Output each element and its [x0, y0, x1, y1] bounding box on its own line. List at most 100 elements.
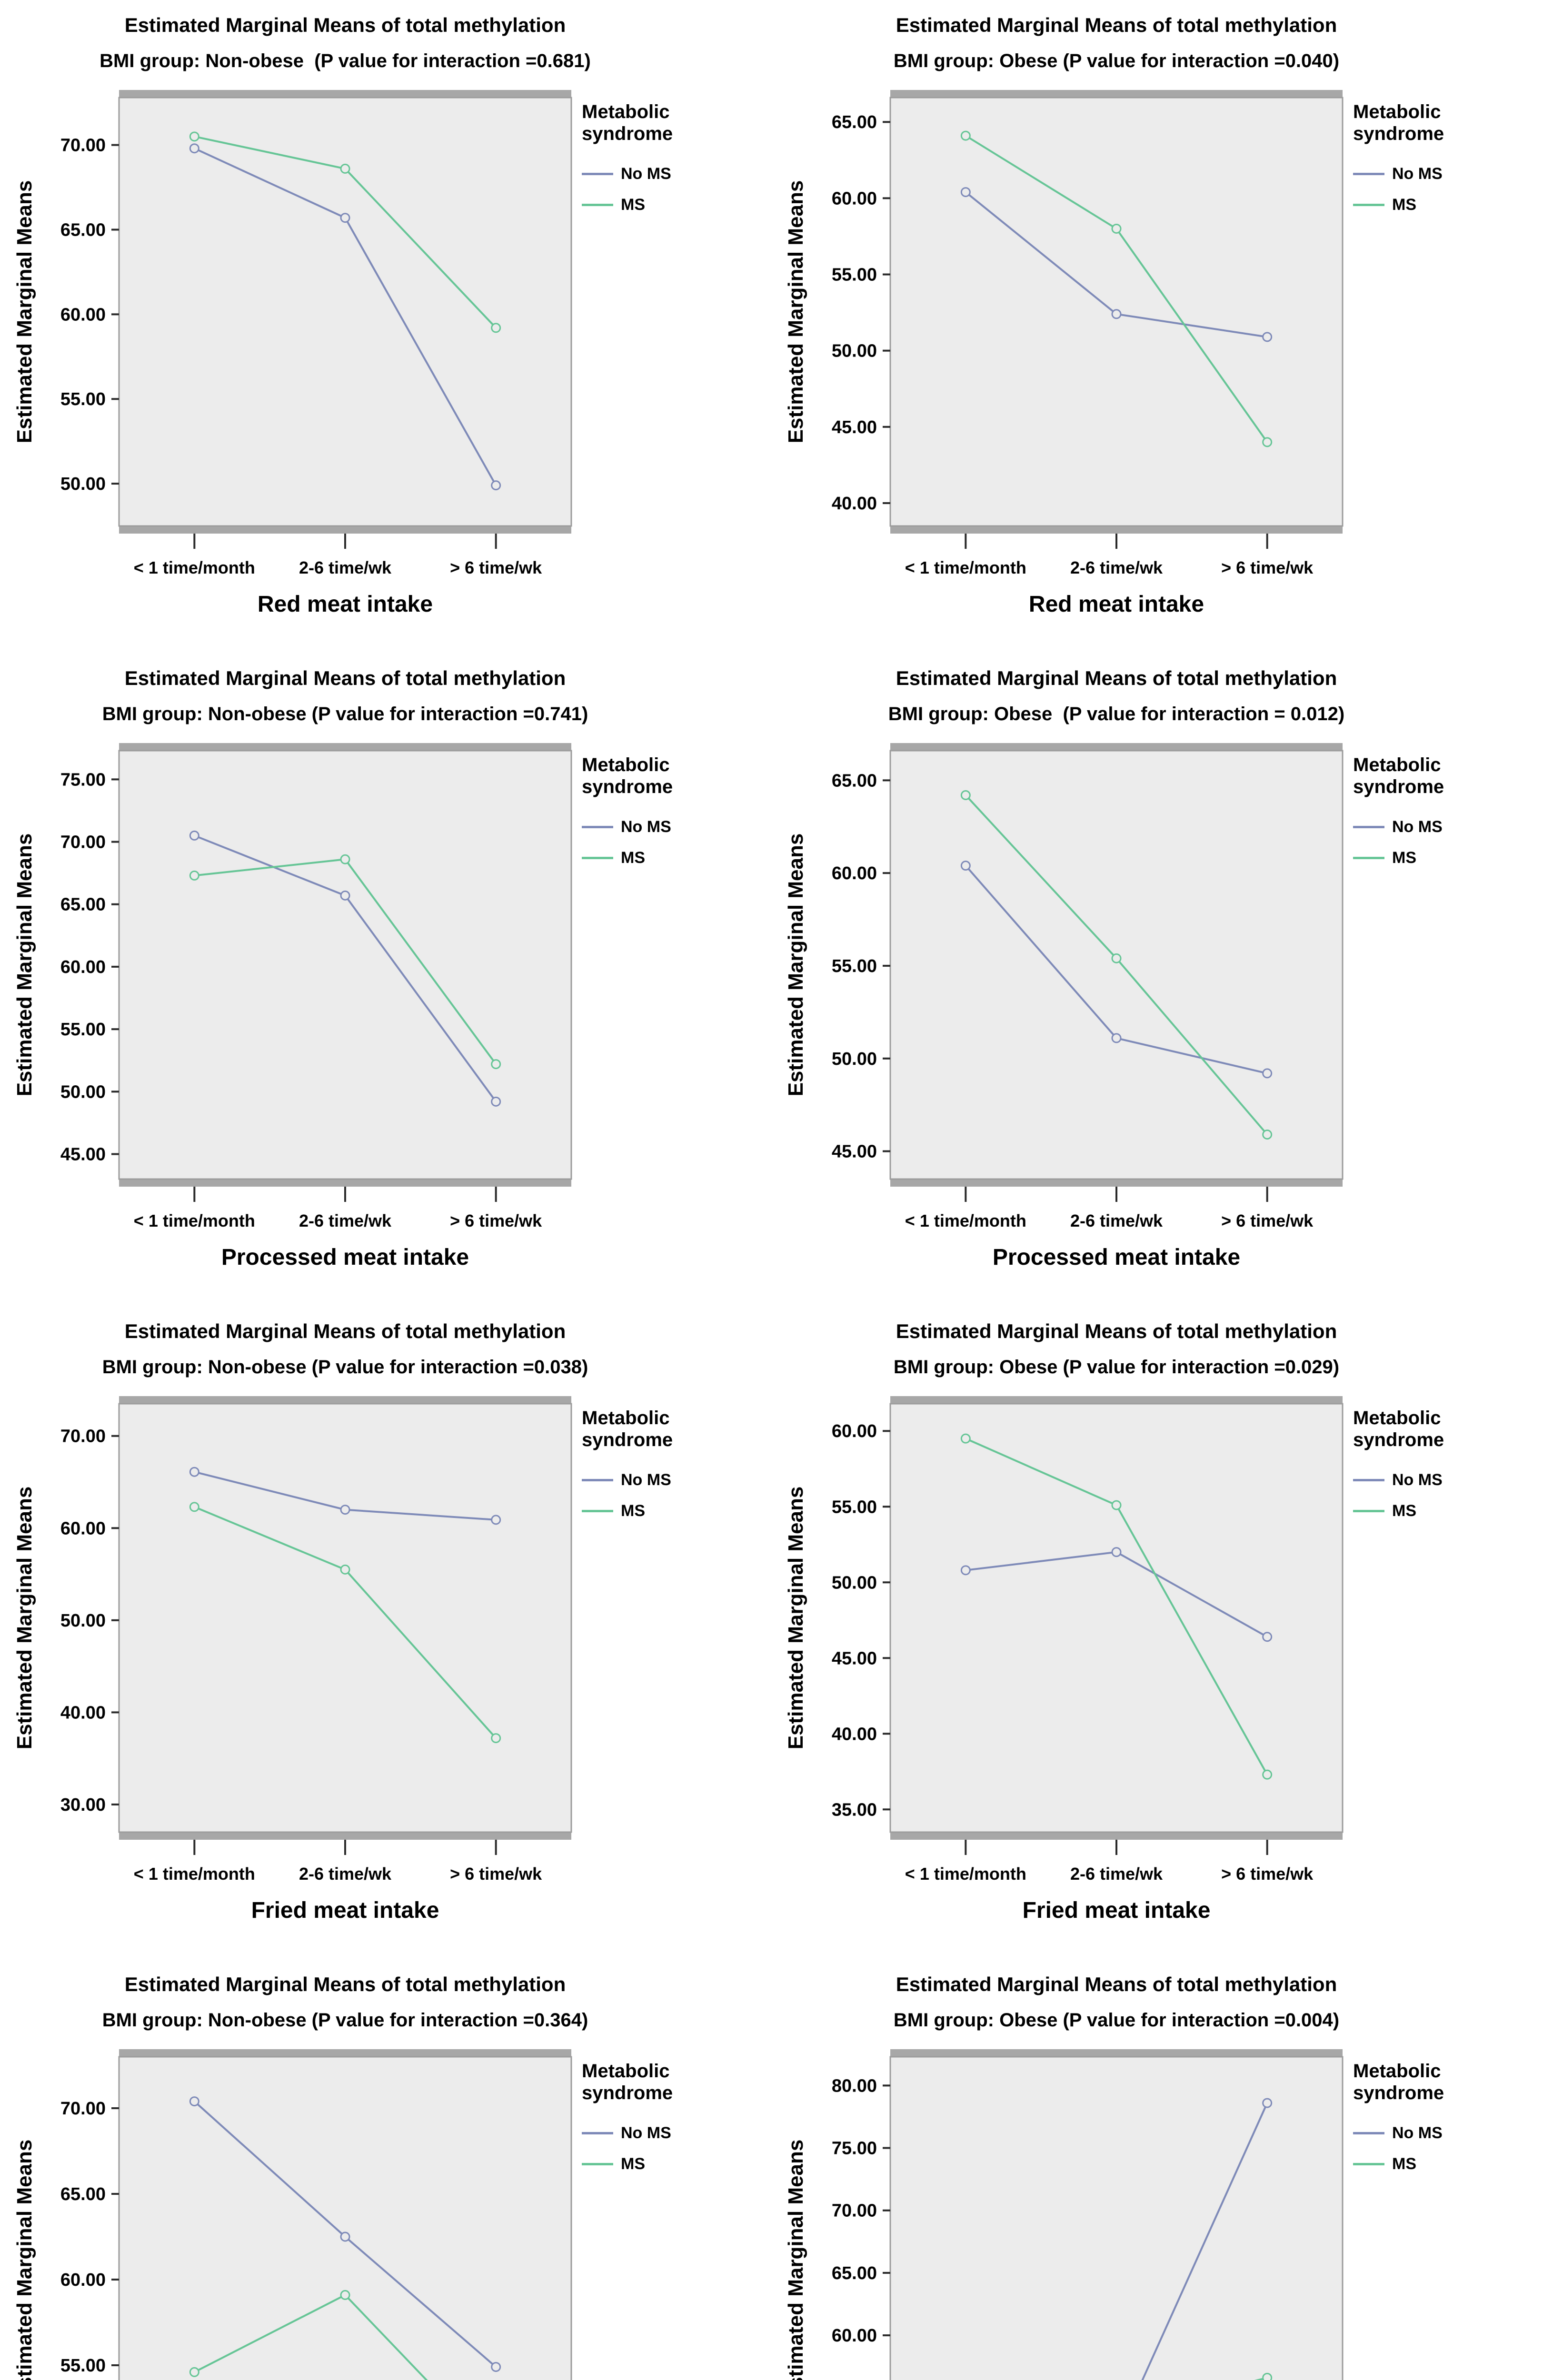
- plot-frame: [118, 2056, 572, 2380]
- data-point-marker: [491, 1096, 501, 1107]
- data-point-marker: [1111, 1547, 1122, 1557]
- y-tick-label: 75.00: [832, 2139, 877, 2159]
- y-tick-label: 55.00: [832, 1497, 877, 1517]
- plot-frame-bottom-bevel: [890, 1832, 1343, 1840]
- legend-title: Metabolic syndrome: [1353, 1408, 1444, 1450]
- plot-frame: [118, 750, 572, 1180]
- x-tick-label: 2-6 time/wk: [1070, 1211, 1163, 1230]
- plot-frame-top-bevel: [890, 743, 1343, 751]
- legend-item-no-ms: No MS: [582, 2124, 770, 2142]
- plot-frame-bottom-bevel: [119, 1179, 571, 1187]
- x-tick-label: 2-6 time/wk: [299, 1211, 392, 1230]
- chart-fried-meat-obese: Estimated Marginal Means of total methyl…: [771, 1306, 1543, 1959]
- data-point-marker: [960, 130, 971, 141]
- y-axis-title: Estimated Marginal Means: [784, 180, 807, 444]
- legend-title: Metabolic syndrome: [582, 101, 673, 144]
- no-ms-line-swatch: [1353, 826, 1384, 828]
- y-tick-label: 65.00: [60, 220, 106, 240]
- data-point-marker: [1262, 437, 1273, 447]
- y-tick-label: 55.00: [832, 265, 877, 285]
- y-tick-label: 50.00: [832, 1049, 877, 1069]
- plot-frame: [889, 750, 1344, 1180]
- plot-area: 35.00 40.00 45.00 50.00 55.00 60.00 < 1 time/m…: [784, 1396, 1344, 1884]
- data-point-marker: [1262, 1068, 1273, 1079]
- x-tick-label: 2-6 time/wk: [1070, 1864, 1163, 1884]
- data-point-marker: [340, 1564, 350, 1575]
- data-point-marker: [340, 854, 350, 864]
- x-axis-title: Processed meat intake: [221, 1245, 469, 1270]
- data-point-marker: [960, 187, 971, 198]
- data-point-marker: [1262, 1769, 1273, 1780]
- chart-subtitle: BMI group: Obese (P value for interactio…: [888, 704, 1345, 724]
- plot-frame-top-bevel: [890, 90, 1343, 98]
- legend-label: MS: [621, 1502, 645, 1520]
- data-point-marker: [340, 890, 350, 901]
- legend-label: No MS: [1392, 2124, 1443, 2142]
- plot-frame-top-bevel: [119, 743, 571, 751]
- y-tick-label: 70.00: [60, 136, 106, 156]
- y-tick-label: 65.00: [60, 895, 106, 915]
- legend-label: MS: [1392, 1502, 1416, 1520]
- legend-label: MS: [1392, 196, 1416, 214]
- chart-fish-obese: Estimated Marginal Means of total methyl…: [771, 1959, 1543, 2380]
- chart-title: Estimated Marginal Means of total methyl…: [896, 14, 1337, 36]
- plot-area: 40.00 45.00 50.00 55.00 60.00 65.00 < 1 time/m…: [784, 90, 1344, 577]
- y-tick-label: 50.00: [60, 1611, 106, 1631]
- chart-title: Estimated Marginal Means of total methyl…: [896, 1320, 1337, 1342]
- legend-item-no-ms: No MS: [582, 165, 770, 183]
- y-tick-label: 60.00: [60, 1518, 106, 1538]
- data-point-marker: [340, 213, 350, 223]
- data-point-marker: [189, 1502, 199, 1512]
- chart-subtitle: BMI group: Non-obese (P value for intera…: [102, 704, 588, 724]
- plot-frame-bottom-bevel: [119, 526, 571, 534]
- chart-fish-non-obese: Estimated Marginal Means of total methyl…: [0, 1959, 771, 2380]
- y-tick-label: 55.00: [60, 389, 106, 409]
- y-tick-label: 60.00: [832, 1421, 877, 1441]
- data-point-marker: [1111, 223, 1122, 234]
- legend-label: No MS: [1392, 818, 1443, 836]
- data-point-marker: [1262, 332, 1273, 342]
- no-ms-line-swatch: [582, 826, 613, 828]
- data-point-marker: [491, 1515, 501, 1525]
- chart-processed-meat-obese: Estimated Marginal Means of total methyl…: [771, 653, 1543, 1306]
- y-tick-label: 75.00: [60, 770, 106, 790]
- legend-item-no-ms: No MS: [582, 818, 770, 836]
- x-tick-label: < 1 time/month: [905, 1211, 1026, 1230]
- no-ms-line-swatch: [582, 2132, 613, 2134]
- data-point-marker: [491, 2362, 501, 2372]
- data-point-marker: [1111, 1033, 1122, 1043]
- chart-subtitle: BMI group: Obese (P value for interactio…: [893, 1357, 1340, 1378]
- x-tick-label: < 1 time/month: [134, 1864, 255, 1884]
- data-point-marker: [189, 131, 199, 142]
- chart-red-meat-obese: Estimated Marginal Means of total methyl…: [771, 0, 1543, 653]
- legend-item-no-ms: No MS: [1353, 2124, 1542, 2142]
- plot-frame-top-bevel: [119, 2049, 571, 2057]
- legend-item-ms: MS: [1353, 196, 1542, 214]
- y-tick-label: 60.00: [832, 863, 877, 883]
- legend-title: Metabolic syndrome: [582, 2061, 673, 2103]
- legend: Metabolic syndrome No MS MS: [1353, 101, 1542, 214]
- data-point-marker: [340, 2231, 350, 2242]
- data-point-marker: [1111, 953, 1122, 963]
- legend: Metabolic syndrome No MS MS: [582, 101, 770, 214]
- y-tick-label: 65.00: [832, 771, 877, 791]
- data-point-marker: [491, 1059, 501, 1070]
- y-tick-label: 60.00: [832, 188, 877, 208]
- no-ms-line-swatch: [582, 1479, 613, 1481]
- legend: Metabolic syndrome No MS MS: [582, 1407, 770, 1520]
- plot-frame-bottom-bevel: [890, 1179, 1343, 1187]
- data-point-marker: [189, 143, 199, 154]
- legend-label: No MS: [621, 818, 671, 836]
- plot-area: 45.00 50.00 55.00 60.00 65.00 < 1 time/month 2…: [784, 743, 1344, 1230]
- y-tick-label: 55.00: [60, 2356, 106, 2376]
- data-point-marker: [960, 1433, 971, 1444]
- ms-line-swatch: [1353, 1510, 1384, 1512]
- legend-label: MS: [621, 849, 645, 867]
- y-tick-label: 70.00: [60, 2099, 106, 2119]
- y-tick-label: 45.00: [60, 1145, 106, 1165]
- plot-frame-top-bevel: [119, 1396, 571, 1404]
- data-point-marker: [189, 1467, 199, 1477]
- legend: Metabolic syndrome No MS MS: [1353, 754, 1542, 867]
